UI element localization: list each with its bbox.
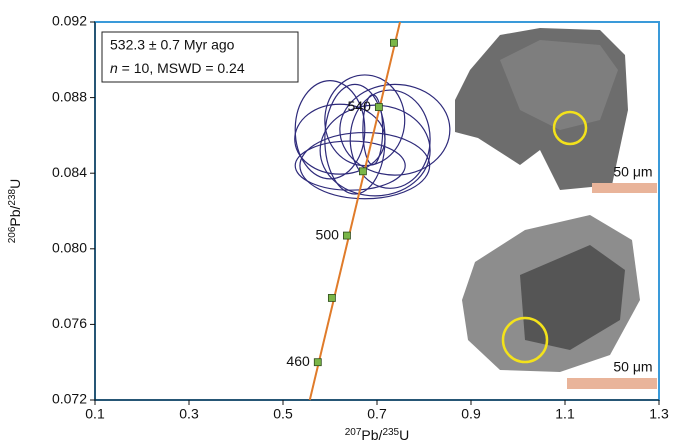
x-tick-label: 0.5	[273, 406, 293, 422]
x-axis-label: 207Pb/235U	[345, 427, 410, 443]
x-tick-label: 0.7	[367, 406, 387, 422]
x-label-part: 207	[345, 427, 362, 438]
y-tick-label: 0.084	[52, 164, 87, 180]
scale-bar-label: 50 μm	[613, 359, 652, 375]
annotation: = 10, MSWD = 0.24	[118, 60, 245, 76]
age-marker	[328, 294, 335, 301]
annotation: 532.3 ± 0.7 Myr ago	[110, 37, 235, 53]
y-tick-label: 0.088	[52, 88, 87, 104]
age-marker	[314, 359, 321, 366]
y-tick-label: 0.072	[52, 391, 87, 407]
x-tick-label: 0.1	[85, 406, 105, 422]
age-marker	[375, 104, 382, 111]
y-label-part: 238	[7, 188, 18, 205]
y-tick-label: 0.076	[52, 315, 87, 331]
y-label-part: Pb/	[7, 205, 23, 226]
error-ellipse	[295, 141, 405, 190]
annotation: n = 10, MSWD = 0.24	[110, 60, 245, 76]
age-marker	[390, 39, 397, 46]
age-marker	[359, 168, 366, 175]
scale-bar-label: 50 μm	[613, 164, 652, 180]
x-tick-label: 1.1	[555, 406, 575, 422]
x-tick-label: 1.3	[649, 406, 669, 422]
y-axis-label: 206Pb/238U	[7, 179, 23, 244]
x-label-part: 235	[382, 427, 399, 438]
y-label-part: 206	[7, 226, 18, 243]
age-marker	[343, 232, 350, 239]
y-label-part: U	[7, 179, 23, 189]
age-label: 460	[286, 353, 310, 369]
x-label-part: Pb/	[361, 427, 382, 443]
x-tick-label: 0.9	[461, 406, 481, 422]
annotation: n	[110, 60, 118, 76]
y-tick-label: 0.092	[52, 13, 87, 29]
concordia-curve	[310, 22, 400, 400]
x-label-part: U	[399, 427, 409, 443]
age-label: 540	[348, 98, 372, 114]
chart: 50 μm 50 μm 532.3 ± 0.7 Myr ago n = 10, …	[0, 0, 673, 443]
y-tick-label: 0.080	[52, 240, 87, 256]
x-tick-label: 0.3	[179, 406, 199, 422]
age-label: 500	[316, 226, 340, 242]
